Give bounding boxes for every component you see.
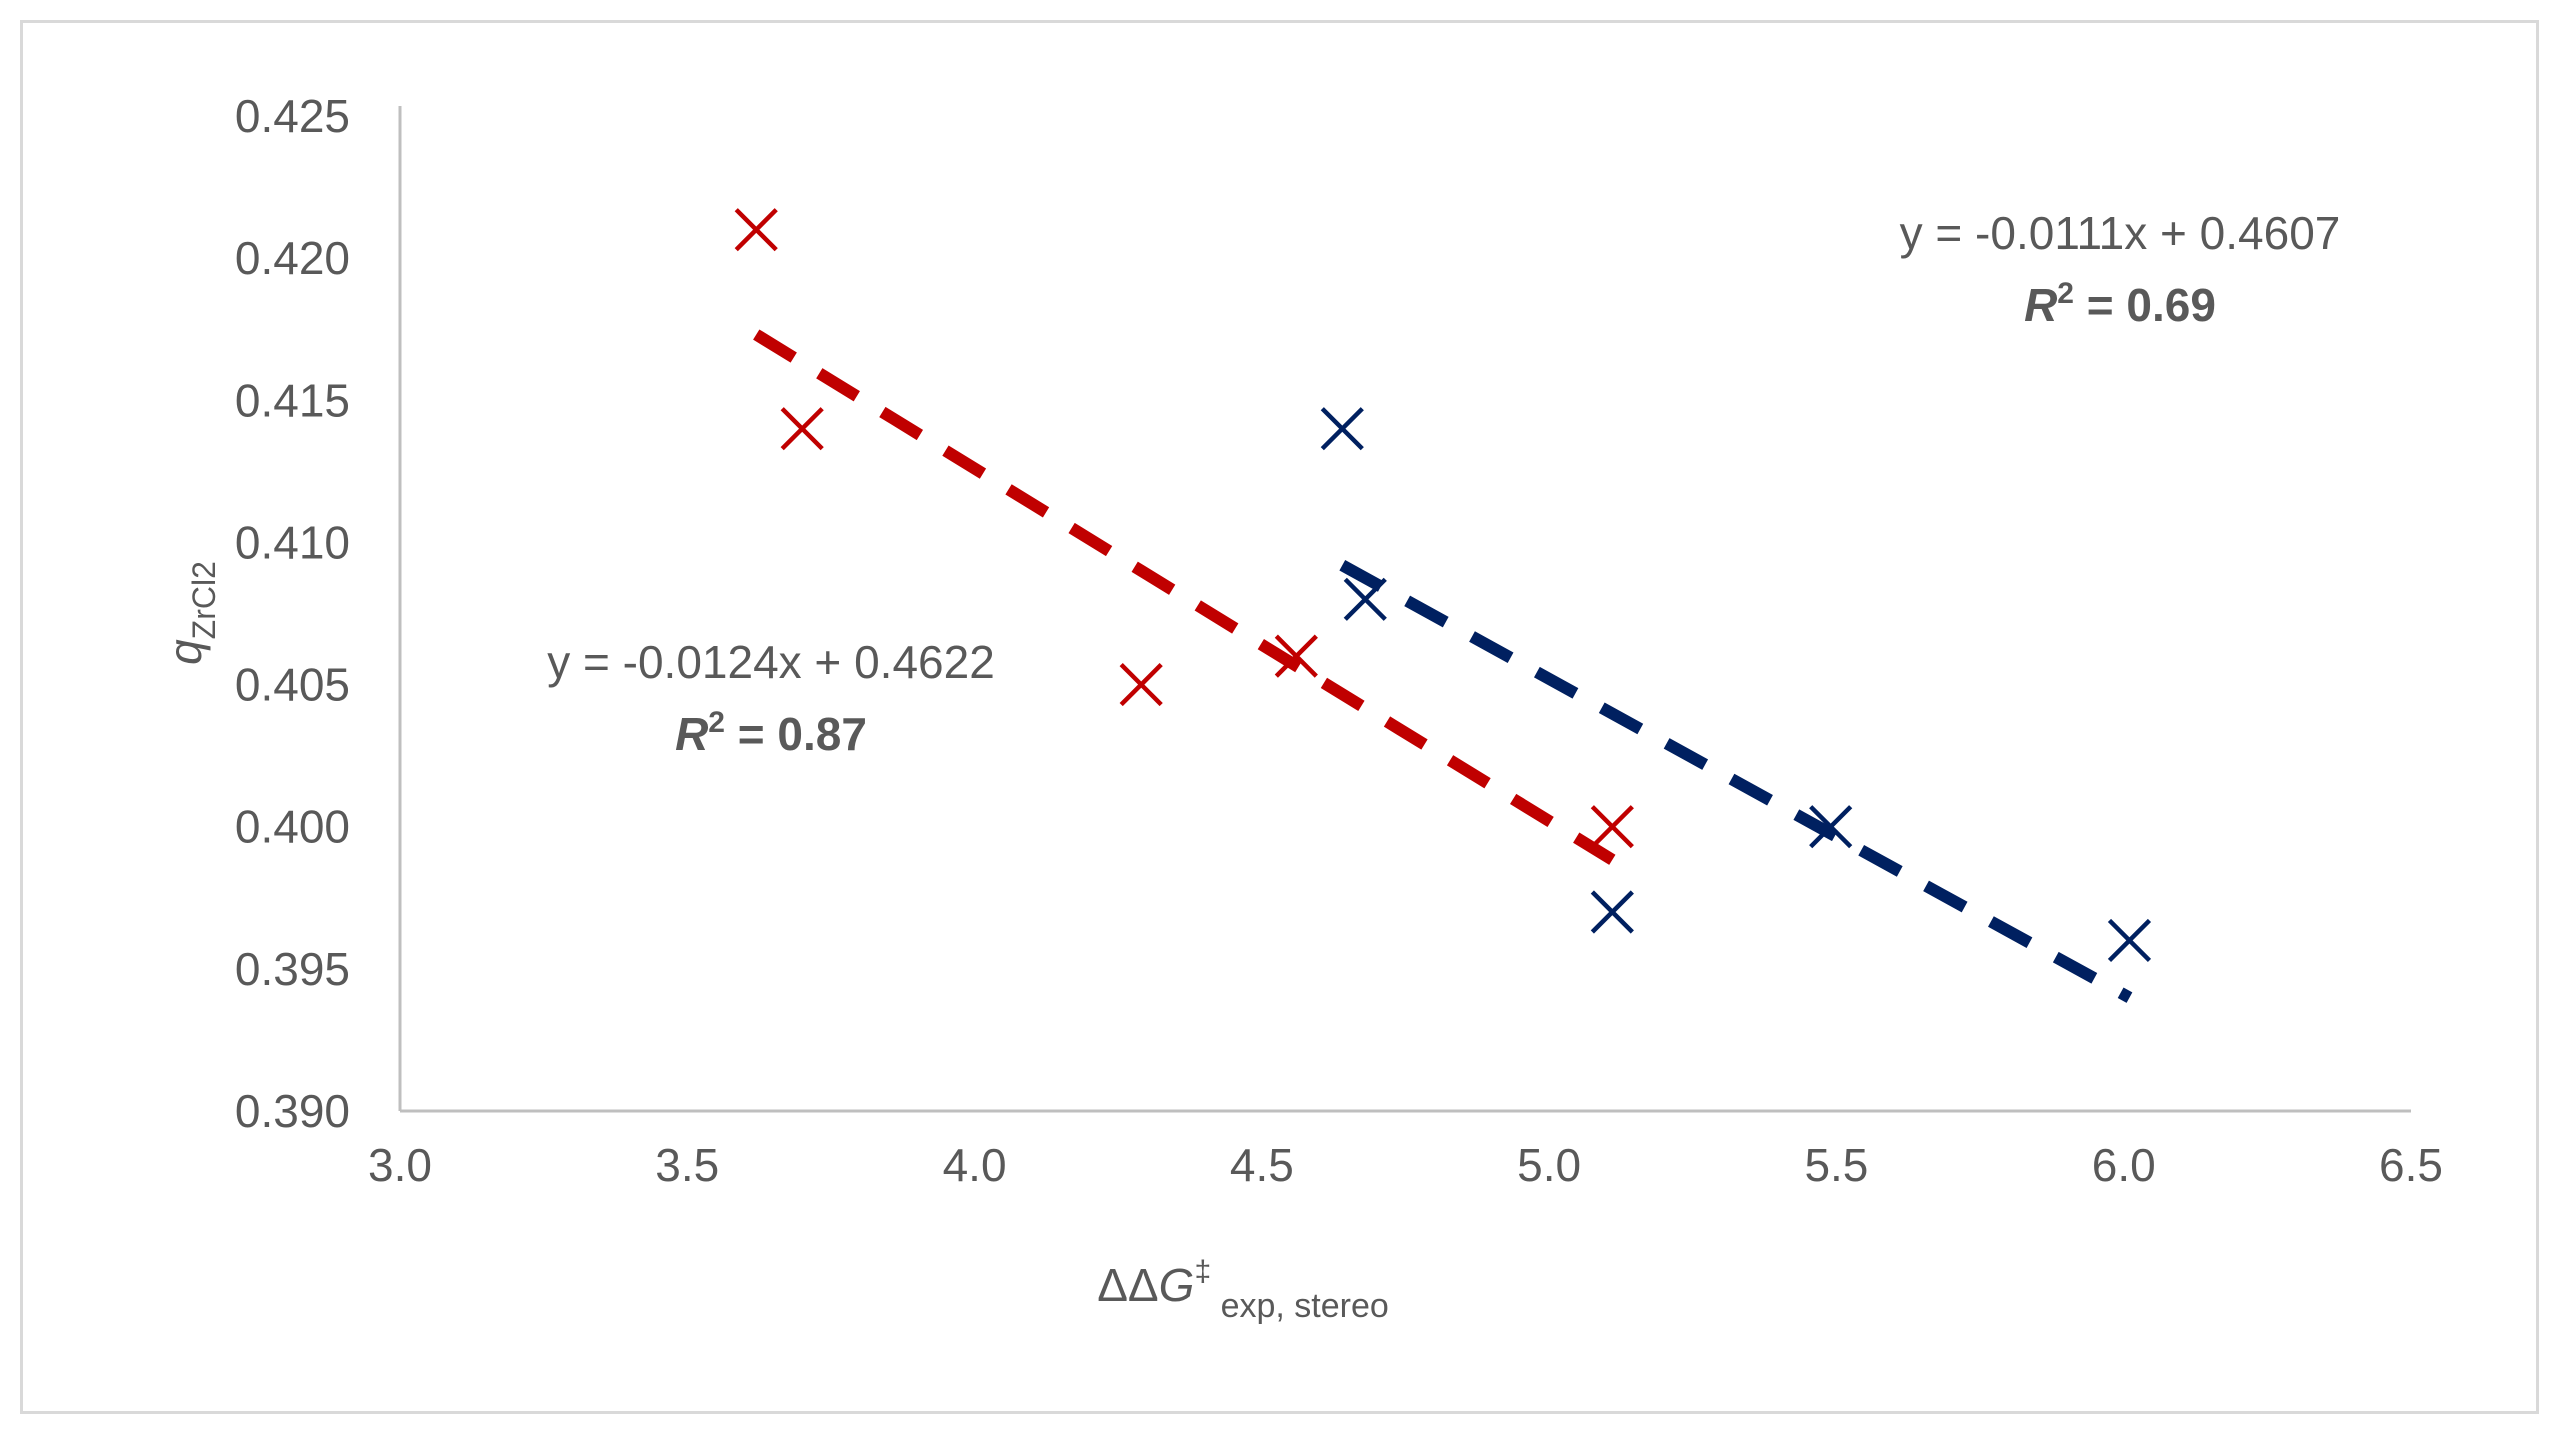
trendlines xyxy=(753,329,2133,1003)
y-axis-title: qZrCl2 xyxy=(159,561,222,665)
x-axis-title: ΔΔG‡ exp, stereo xyxy=(1097,1255,1389,1325)
r-squared-r: R xyxy=(675,708,708,760)
y-tick-label: 0.425 xyxy=(235,90,350,142)
marker-stroke xyxy=(734,208,778,252)
y-tick-label: 0.395 xyxy=(235,943,350,995)
data-point-blue xyxy=(2107,918,2152,963)
marker-stroke xyxy=(1590,890,1634,934)
r-squared-label-red: R2 = 0.87 xyxy=(675,706,867,760)
x-tick-label: 4.0 xyxy=(943,1139,1007,1191)
y-tick-label: 0.415 xyxy=(235,374,350,426)
scatter-chart: 3.0 3.5 4.0 4.5 5.0 5.5 6.0 6.5 0.390 0.395 0.400 0… xyxy=(159,90,2443,1325)
axes: 3.0 3.5 4.0 4.5 5.0 5.5 6.0 6.5 0.390 0.395 0.400 0… xyxy=(235,90,2443,1191)
x-tick-label: 6.5 xyxy=(2379,1139,2443,1191)
r-squared-r: R xyxy=(2024,279,2057,331)
x-tick-label: 5.5 xyxy=(1804,1139,1868,1191)
data-point-red xyxy=(1590,805,1634,849)
x-axis-title-delta: ΔΔ xyxy=(1097,1259,1158,1311)
data-point-red xyxy=(1274,634,1318,678)
y-tick-label: 0.390 xyxy=(235,1085,350,1137)
y-tick-label: 0.405 xyxy=(235,659,350,711)
marker-stroke xyxy=(2107,918,2152,963)
marker-stroke xyxy=(780,407,824,451)
y-tick-label: 0.420 xyxy=(235,232,350,284)
r-squared-sup: 2 xyxy=(708,706,725,739)
x-tick-label: 3.5 xyxy=(655,1139,719,1191)
trendline-equation-blue: y = -0.0111x + 0.4607 xyxy=(1900,207,2341,259)
r-squared-sup: 2 xyxy=(2057,277,2074,310)
r-squared-value: = 0.87 xyxy=(725,708,867,760)
x-axis-title-g: G xyxy=(1159,1259,1195,1311)
y-tick-label: 0.410 xyxy=(235,516,350,568)
y-tick-label: 0.400 xyxy=(235,801,350,853)
x-tick-label: 5.0 xyxy=(1517,1139,1581,1191)
marker-stroke xyxy=(1343,577,1387,621)
data-point-red xyxy=(780,407,824,451)
marker-stroke xyxy=(1320,407,1364,451)
data-point-blue xyxy=(1343,577,1387,621)
marker-stroke xyxy=(1119,662,1163,707)
x-tick-label: 4.5 xyxy=(1230,1139,1294,1191)
data-point-red xyxy=(1119,662,1163,707)
y-axis-title-sub: ZrCl2 xyxy=(186,561,222,639)
labels: ΔΔG‡ exp, stereo qZrCl2 y = -0.0124x + 0.4… xyxy=(159,207,2340,1325)
trendline-equation-red: y = -0.0124x + 0.4622 xyxy=(547,636,995,688)
x-tick-label: 3.0 xyxy=(368,1139,432,1191)
y-axis-title-q: q xyxy=(159,639,211,665)
marker-stroke xyxy=(1809,805,1853,849)
chart-frame: 3.0 3.5 4.0 4.5 5.0 5.5 6.0 6.5 0.390 0.395 0.400 0… xyxy=(20,20,2539,1414)
r-squared-label-blue: R2 = 0.69 xyxy=(2024,277,2216,331)
data-point-blue xyxy=(1809,805,1853,849)
x-tick-label: 6.0 xyxy=(2092,1139,2156,1191)
data-points xyxy=(734,208,2152,963)
trendline-red xyxy=(753,329,1616,865)
trendline-blue xyxy=(1339,560,2133,1003)
data-point-red xyxy=(734,208,778,252)
marker-stroke xyxy=(1590,805,1634,849)
data-point-blue xyxy=(1590,890,1634,934)
marker-stroke xyxy=(1274,634,1318,678)
r-squared-value: = 0.69 xyxy=(2074,279,2216,331)
x-axis-title-sup: ‡ xyxy=(1194,1255,1211,1288)
x-axis-title-sub: exp, stereo xyxy=(1211,1287,1389,1325)
data-point-blue xyxy=(1320,407,1364,451)
